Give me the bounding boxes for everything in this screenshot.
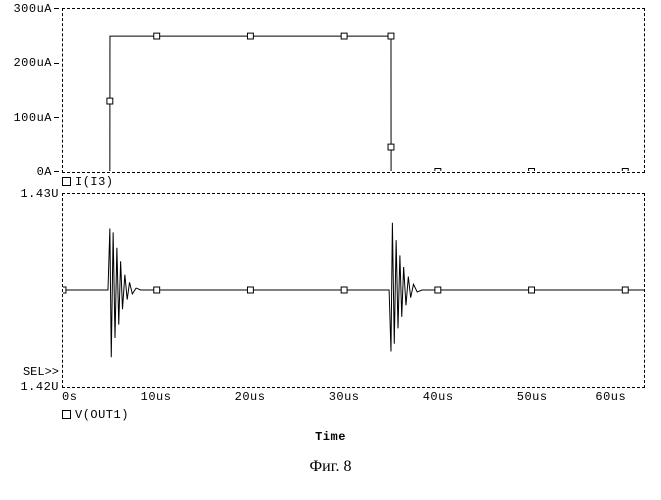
xtick-label: 50us	[517, 390, 548, 404]
xtick-label: 40us	[423, 390, 454, 404]
xtick-label: 0s	[62, 390, 77, 404]
square-marker-icon	[62, 177, 71, 186]
ytick-label: 1.43U	[20, 187, 59, 201]
trace-label-voltage: V(OUT1)	[62, 408, 653, 422]
x-axis-title: Time	[8, 430, 653, 444]
trace-label-current: I(I3)	[62, 175, 653, 189]
ytick-label: 200uA	[13, 56, 52, 70]
panel-current: 300uA 200uA 100uA 0A	[62, 8, 645, 173]
x-axis: 0s 10us 20us 30us 40us 50us 60us	[62, 388, 645, 406]
xtick-label: 10us	[141, 390, 172, 404]
ytick-label: 300uA	[13, 2, 52, 16]
xtick-label: 20us	[235, 390, 266, 404]
ytick-label: 100uA	[13, 111, 52, 125]
sel-indicator: SEL>>	[23, 365, 59, 379]
xtick-label: 30us	[329, 390, 360, 404]
plot-voltage	[63, 194, 644, 386]
plot-current	[63, 9, 644, 171]
square-marker-icon	[62, 410, 71, 419]
ytick-label: 1.42U	[20, 380, 59, 394]
figure-caption: Фиг. 8	[8, 458, 653, 476]
ytick-label: 0A	[37, 165, 52, 179]
panel-voltage: 1.43U SEL>> 1.42U	[62, 193, 645, 388]
xtick-label: 60us	[595, 390, 626, 404]
chart-container: 300uA 200uA 100uA 0A I(I3) 1.43U SEL>> 1…	[8, 8, 653, 476]
